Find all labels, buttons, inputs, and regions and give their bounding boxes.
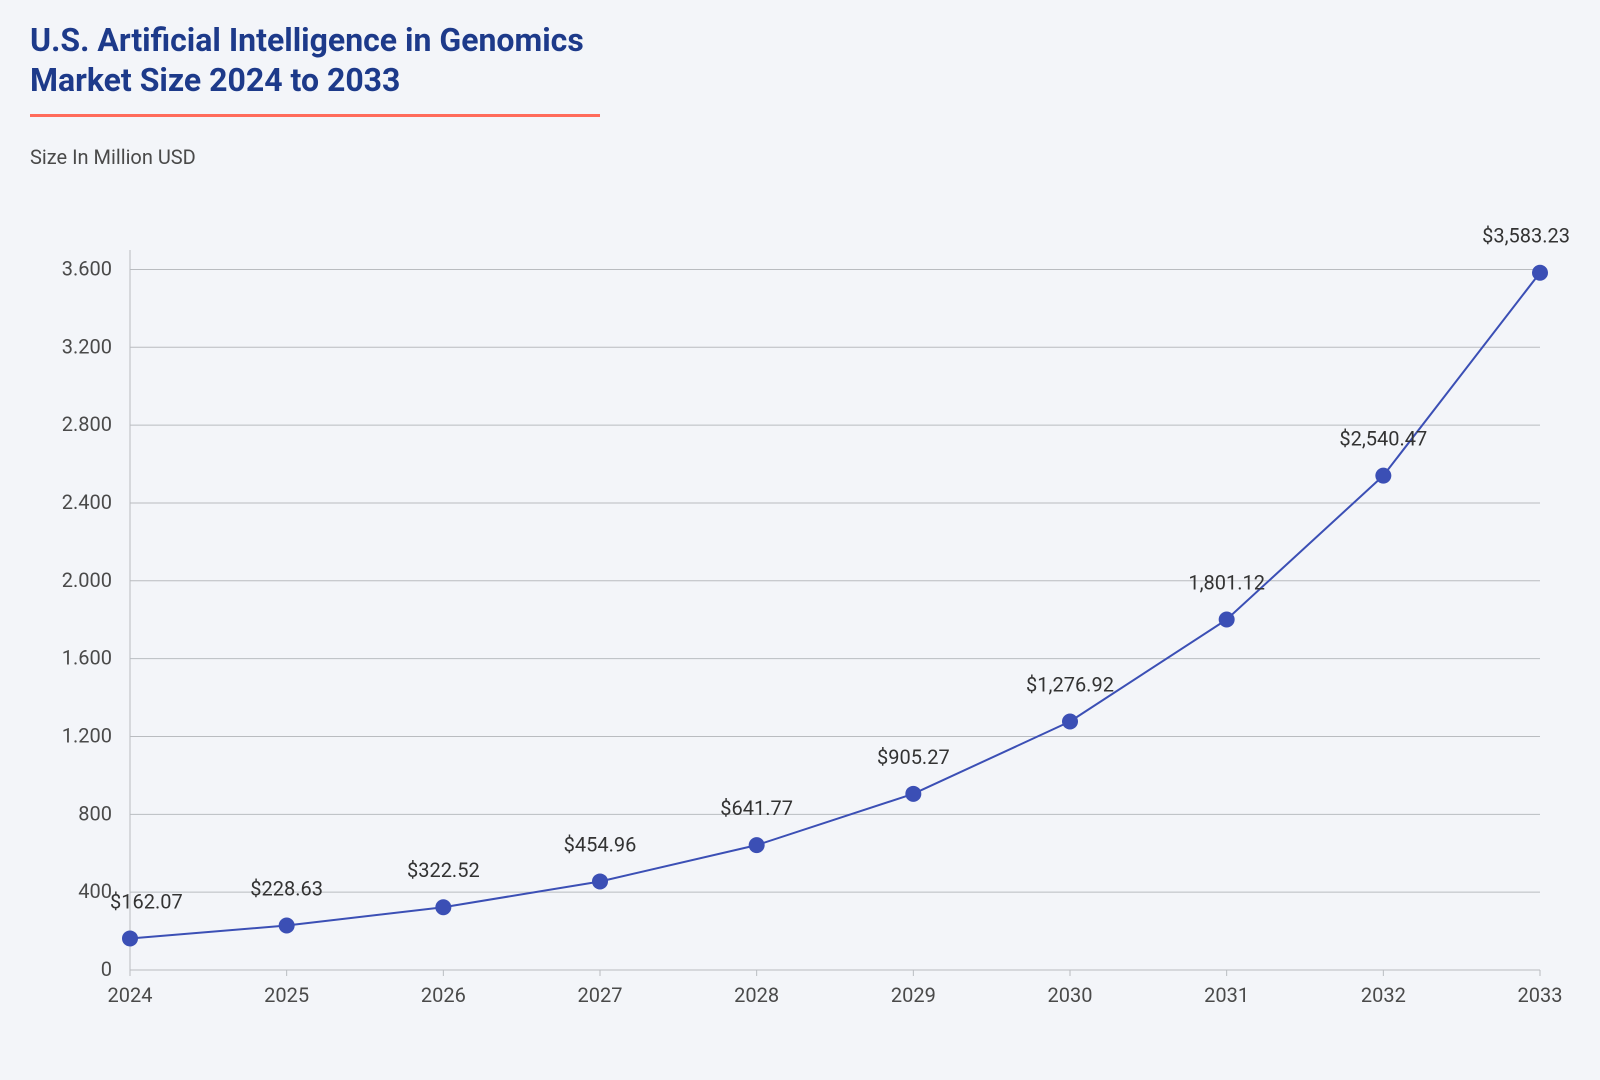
data-marker xyxy=(1375,468,1391,484)
data-marker xyxy=(592,873,608,889)
data-label: 1,801.12 xyxy=(1188,571,1265,595)
y-tick-label: 2.000 xyxy=(62,568,112,592)
data-marker xyxy=(749,837,765,853)
x-tick-label: 2032 xyxy=(1361,983,1406,1007)
y-tick-label: 1.200 xyxy=(62,723,112,747)
y-tick-label: 0 xyxy=(101,957,112,981)
data-label: $228.63 xyxy=(250,877,323,901)
data-marker xyxy=(1532,265,1548,281)
data-line xyxy=(130,273,1540,939)
x-tick-label: 2026 xyxy=(421,983,466,1007)
chart-title-line1: U.S. Artificial Intelligence in Genomics xyxy=(30,21,584,59)
data-marker xyxy=(435,899,451,915)
y-tick-label: 1.600 xyxy=(62,646,112,670)
data-marker xyxy=(122,930,138,946)
data-marker xyxy=(905,786,921,802)
data-marker xyxy=(279,918,295,934)
data-label: $322.52 xyxy=(407,858,480,882)
y-tick-label: 2.400 xyxy=(62,490,112,514)
chart-area: 0 400 800 1.200 1.600 2.000 2.400 2.800 3.200 3.6… xyxy=(30,220,1570,1040)
data-label: $454.96 xyxy=(564,832,637,856)
x-tick-label: 2027 xyxy=(578,983,623,1007)
data-label: $3,583.23 xyxy=(1482,224,1570,248)
chart-subtitle: Size In Million USD xyxy=(30,145,1600,169)
data-label: $162.07 xyxy=(110,889,183,913)
data-label: $2,540.47 xyxy=(1339,427,1427,451)
x-tick-label: 2025 xyxy=(264,983,309,1007)
x-tick-label: 2029 xyxy=(891,983,936,1007)
chart-page: U.S. Artificial Intelligence in Genomics… xyxy=(0,0,1600,1080)
title-underline xyxy=(30,114,600,117)
x-tick-label: 2028 xyxy=(734,983,779,1007)
y-tick-label: 2.800 xyxy=(62,412,112,436)
y-tick-label: 800 xyxy=(78,801,112,825)
x-tick-label: 2031 xyxy=(1204,983,1249,1007)
y-tick-label: 400 xyxy=(78,879,112,903)
chart-title-line2: Market Size 2024 to 2033 xyxy=(30,61,400,99)
data-marker xyxy=(1219,612,1235,628)
chart-title: U.S. Artificial Intelligence in Genomics… xyxy=(30,20,1600,100)
line-chart-svg: 0 400 800 1.200 1.600 2.000 2.400 2.800 3.200 3.6… xyxy=(30,220,1570,1040)
data-label: $1,276.92 xyxy=(1026,673,1114,697)
data-marker xyxy=(1062,714,1078,730)
y-tick-label: 3.600 xyxy=(62,256,112,280)
data-label: $905.27 xyxy=(877,745,950,769)
y-tick-label: 3.200 xyxy=(62,334,112,358)
x-tick-label: 2033 xyxy=(1518,983,1563,1007)
x-tick-label: 2030 xyxy=(1048,983,1093,1007)
chart-header: U.S. Artificial Intelligence in Genomics… xyxy=(0,0,1600,169)
data-label: $641.77 xyxy=(720,796,793,820)
x-tick-label: 2024 xyxy=(108,983,153,1007)
